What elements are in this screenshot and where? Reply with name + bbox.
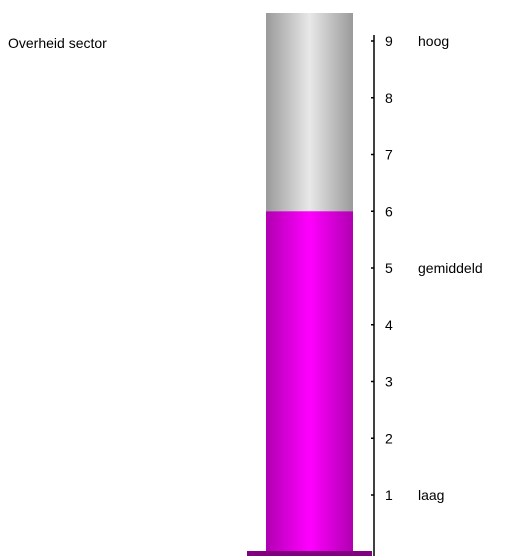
y-tick-label: 2	[385, 430, 393, 446]
level-label: laag	[418, 487, 444, 503]
y-tick-label: 4	[385, 317, 393, 333]
y-tick-label: 1	[385, 487, 393, 503]
y-tick-label: 7	[385, 147, 393, 163]
bar-base	[247, 551, 372, 556]
value-bar	[266, 211, 353, 551]
level-label: gemiddeld	[418, 260, 483, 276]
y-tick-label: 3	[385, 374, 393, 390]
y-tick-label: 9	[385, 33, 393, 49]
level-label: hoog	[418, 33, 449, 49]
chart-title: Overheid sector	[8, 35, 107, 51]
tube-empty-segment	[266, 13, 353, 212]
y-tick-label: 8	[385, 90, 393, 106]
y-tick-label: 6	[385, 203, 393, 219]
y-tick-label: 5	[385, 260, 393, 276]
